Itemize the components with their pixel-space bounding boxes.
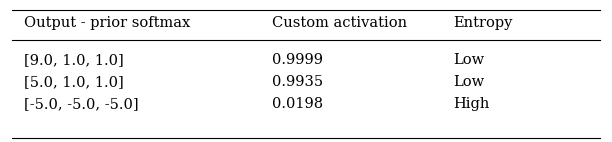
Text: [-5.0, -5.0, -5.0]: [-5.0, -5.0, -5.0]	[24, 97, 139, 111]
Text: [5.0, 1.0, 1.0]: [5.0, 1.0, 1.0]	[24, 75, 124, 89]
Text: 0.9935: 0.9935	[272, 75, 324, 89]
Text: Custom activation: Custom activation	[272, 16, 408, 30]
Text: Output - prior softmax: Output - prior softmax	[24, 16, 191, 30]
Text: Entropy: Entropy	[453, 16, 512, 30]
Text: 0.9999: 0.9999	[272, 53, 323, 67]
Text: Low: Low	[453, 53, 484, 67]
Text: High: High	[453, 97, 489, 111]
Text: 0.0198: 0.0198	[272, 97, 324, 111]
Text: [9.0, 1.0, 1.0]: [9.0, 1.0, 1.0]	[24, 53, 124, 67]
Text: Low: Low	[453, 75, 484, 89]
